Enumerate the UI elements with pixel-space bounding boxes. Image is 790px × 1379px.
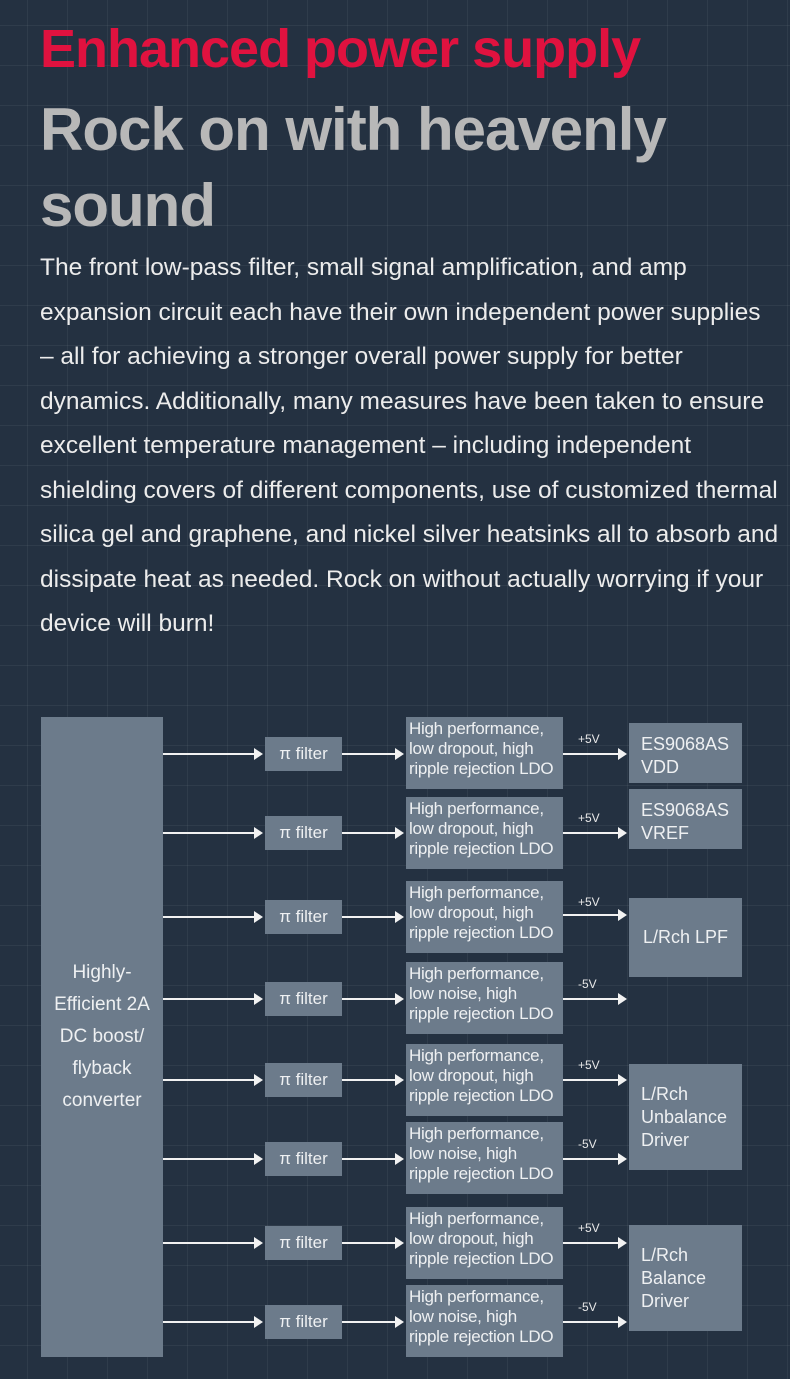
arrow bbox=[163, 1237, 263, 1249]
arrow bbox=[163, 911, 263, 923]
ldo-box: High performance, low dropout, high ripp… bbox=[406, 1044, 563, 1116]
ldo-box: High performance, low noise, high ripple… bbox=[406, 1285, 563, 1357]
ldo-box: High performance, low dropout, high ripp… bbox=[406, 717, 563, 789]
pi-filter-box: π filter bbox=[265, 737, 342, 771]
arrow bbox=[342, 1316, 404, 1328]
arrow bbox=[563, 1237, 627, 1249]
output-box: ES9068AS VREF bbox=[629, 789, 742, 849]
arrow bbox=[163, 827, 263, 839]
ldo-box: High performance, low dropout, high ripp… bbox=[406, 881, 563, 953]
pi-filter-box: π filter bbox=[265, 982, 342, 1016]
arrow bbox=[342, 1074, 404, 1086]
output-box: L/Rch Balance Driver bbox=[629, 1225, 742, 1331]
voltage-label: +5V bbox=[578, 895, 600, 909]
output-box: L/Rch Unbalance Driver bbox=[629, 1064, 742, 1170]
arrow bbox=[563, 909, 627, 921]
voltage-label: +5V bbox=[578, 1058, 600, 1072]
arrow bbox=[342, 1237, 404, 1249]
arrow bbox=[563, 1153, 627, 1165]
voltage-label: -5V bbox=[578, 977, 597, 991]
arrow bbox=[342, 1153, 404, 1165]
converter-box: Highly-Efficient 2A DC boost/ flyback co… bbox=[41, 717, 163, 1357]
arrow bbox=[342, 827, 404, 839]
output-box: ES9068AS VDD bbox=[629, 723, 742, 783]
ldo-box: High performance, low noise, high ripple… bbox=[406, 1122, 563, 1194]
arrow bbox=[342, 748, 404, 760]
ldo-box: High performance, low noise, high ripple… bbox=[406, 962, 563, 1034]
voltage-label: +5V bbox=[578, 811, 600, 825]
pi-filter-box: π filter bbox=[265, 1063, 342, 1097]
voltage-label: +5V bbox=[578, 732, 600, 746]
arrow bbox=[563, 1316, 627, 1328]
arrow bbox=[563, 827, 627, 839]
arrow bbox=[163, 1153, 263, 1165]
arrow bbox=[563, 993, 627, 1005]
arrow bbox=[163, 993, 263, 1005]
pi-filter-box: π filter bbox=[265, 900, 342, 934]
arrow bbox=[563, 1074, 627, 1086]
arrow bbox=[342, 911, 404, 923]
pi-filter-box: π filter bbox=[265, 1226, 342, 1260]
output-box: L/Rch LPF bbox=[629, 898, 742, 977]
title: Enhanced power supply bbox=[40, 19, 641, 79]
arrow bbox=[563, 748, 627, 760]
ldo-box: High performance, low dropout, high ripp… bbox=[406, 1207, 563, 1279]
arrow bbox=[163, 1316, 263, 1328]
voltage-label: +5V bbox=[578, 1221, 600, 1235]
arrow bbox=[163, 748, 263, 760]
pi-filter-box: π filter bbox=[265, 1142, 342, 1176]
description: The front low-pass filter, small signal … bbox=[40, 254, 779, 637]
arrow bbox=[163, 1074, 263, 1086]
subtitle: Rock on with heavenly sound bbox=[40, 96, 667, 239]
ldo-box: High performance, low dropout, high ripp… bbox=[406, 797, 563, 869]
pi-filter-box: π filter bbox=[265, 1305, 342, 1339]
voltage-label: -5V bbox=[578, 1300, 597, 1314]
voltage-label: -5V bbox=[578, 1137, 597, 1151]
arrow bbox=[342, 993, 404, 1005]
pi-filter-box: π filter bbox=[265, 816, 342, 850]
